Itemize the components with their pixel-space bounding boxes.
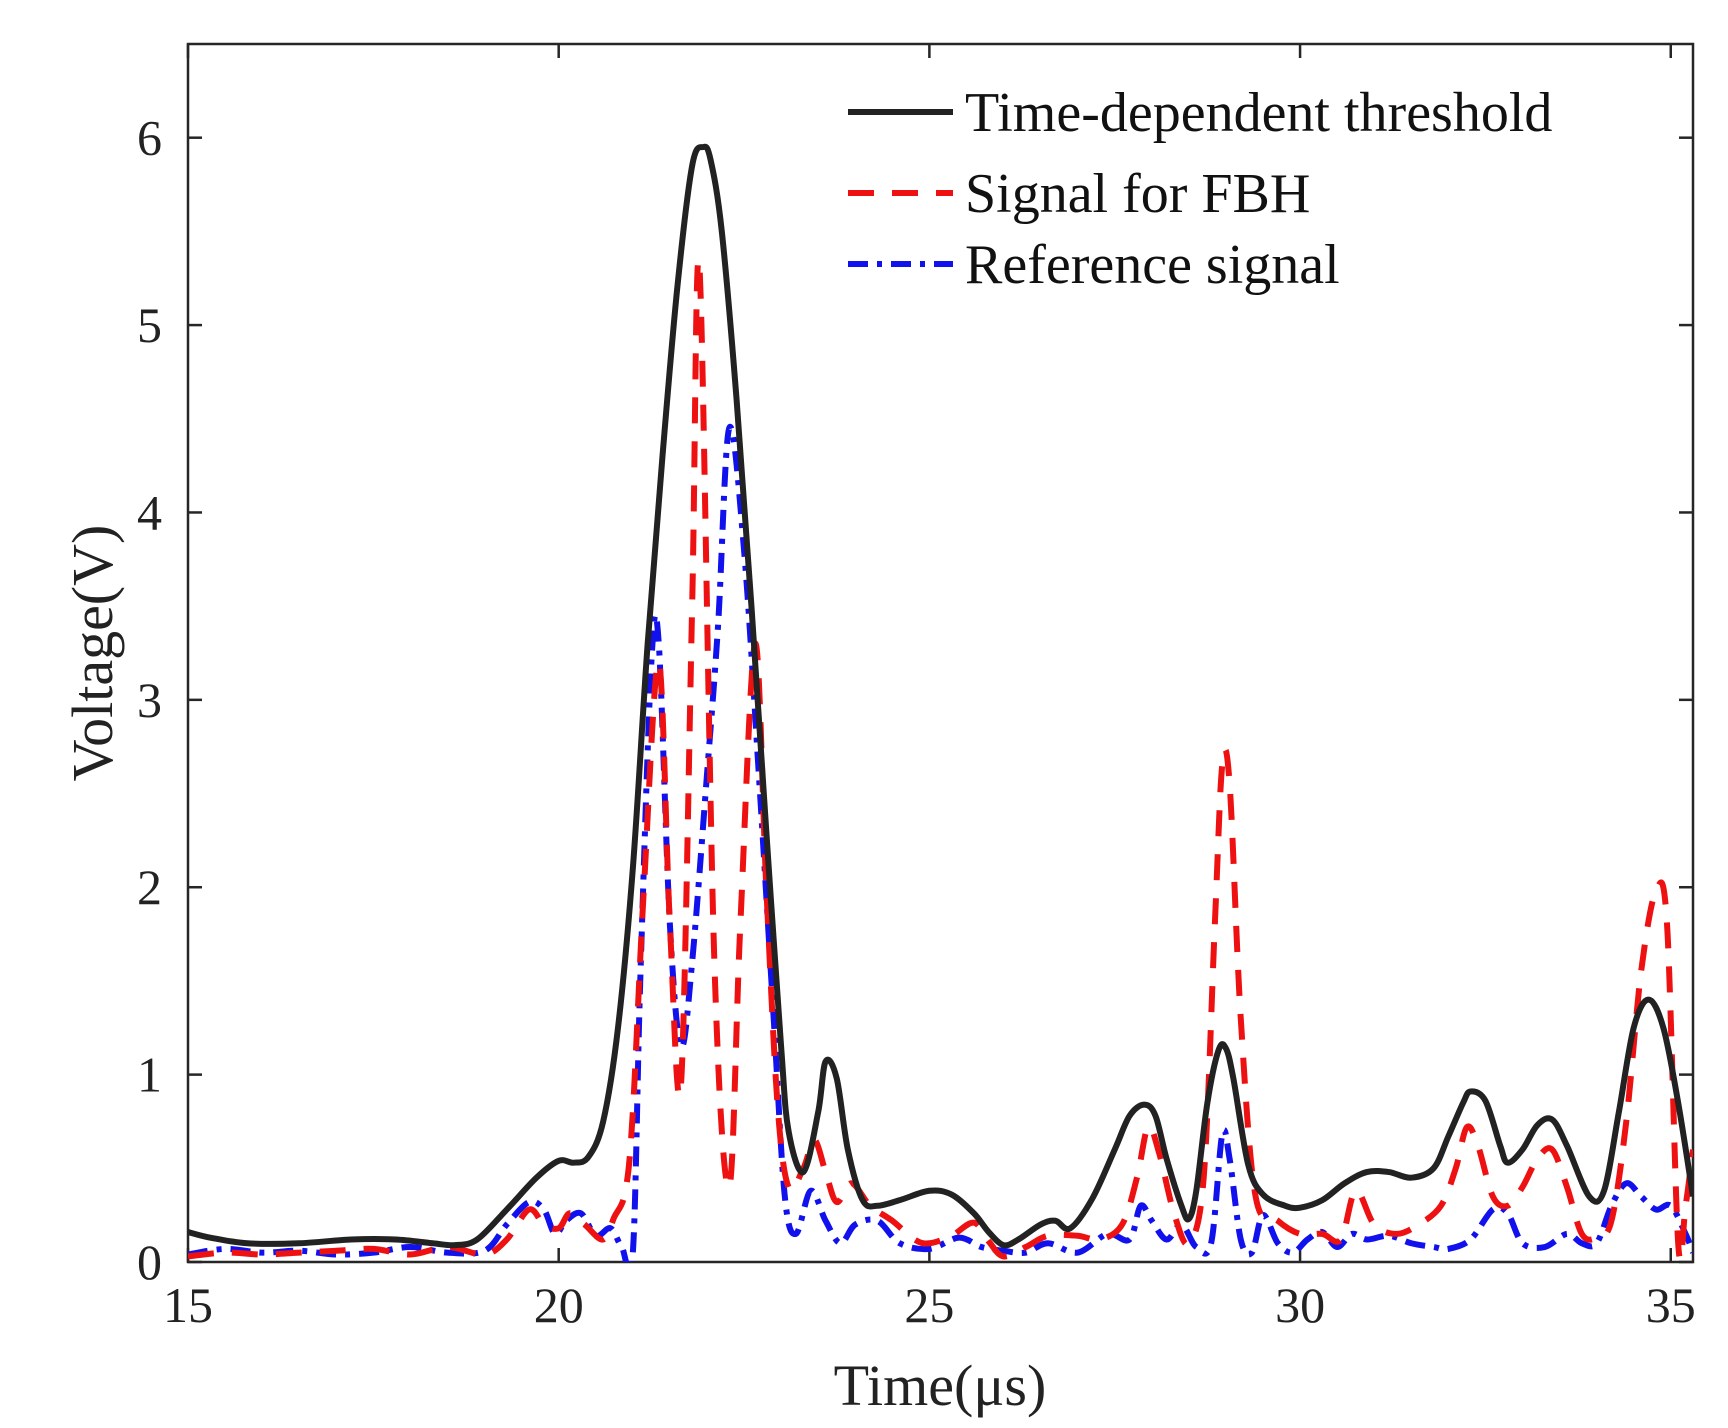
x-tick-label: 15 bbox=[163, 1277, 213, 1333]
series-line-threshold bbox=[188, 143, 1693, 1249]
axis-ticks bbox=[186, 44, 1693, 1264]
tick-labels: 15 20 25 30 35 0 1 2 3 4 5 6 bbox=[137, 110, 1696, 1333]
y-axis-title: Voltage(V) bbox=[60, 525, 125, 782]
series-layer bbox=[188, 143, 1693, 1262]
y-tick-label: 6 bbox=[137, 110, 162, 166]
x-tick-label: 30 bbox=[1275, 1277, 1325, 1333]
legend-label-reference: Reference signal bbox=[965, 234, 1340, 296]
legend-label-threshold: Time-dependent threshold bbox=[965, 82, 1552, 144]
legend-label-fbh: Signal for FBH bbox=[965, 163, 1310, 225]
series-line-reference bbox=[188, 423, 1693, 1262]
legend-box bbox=[830, 70, 1665, 310]
y-tick-label: 4 bbox=[137, 484, 162, 540]
plot-area bbox=[186, 42, 1695, 1264]
y-tick-label: 5 bbox=[137, 297, 162, 353]
x-tick-label: 20 bbox=[534, 1277, 584, 1333]
legend: Time-dependent threshold Signal for FBH … bbox=[830, 70, 1665, 310]
y-tick-label: 1 bbox=[137, 1047, 162, 1103]
x-axis-title: Time(μs) bbox=[834, 1353, 1047, 1418]
y-tick-label: 2 bbox=[137, 859, 162, 915]
y-tick-label: 0 bbox=[137, 1234, 162, 1290]
x-tick-label: 25 bbox=[904, 1277, 954, 1333]
x-tick-label: 35 bbox=[1646, 1277, 1696, 1333]
y-tick-label: 3 bbox=[137, 672, 162, 728]
series-line-fbh bbox=[188, 257, 1693, 1262]
